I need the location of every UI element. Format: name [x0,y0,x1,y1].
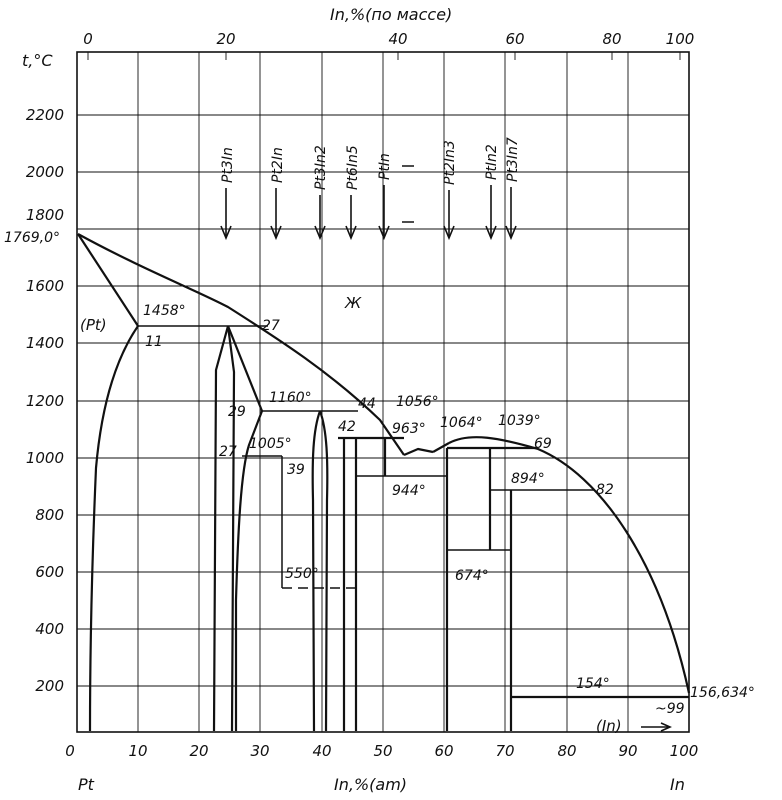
y-tick-label: 2200 [26,106,64,124]
temperature-label: 674° [455,568,489,584]
bottom-tick-label: 10 [128,742,147,760]
top-tick-label: 20 [216,30,235,48]
bottom-tick-label: 30 [250,742,269,760]
temperature-label: 550° [285,566,319,582]
pt-solid-solution [77,233,139,732]
bottom-tick-label: 80 [557,742,576,760]
left-element-label: Pt [78,775,95,794]
bottom-axis-title: In,%(am) [334,775,407,794]
top-axis-title: In,%(по массе) [330,5,452,24]
y-tick-label: 1200 [26,392,64,410]
temperature-label: 1005° [249,436,292,452]
temperature-label: 894° [511,471,545,487]
compound-markers: Pt3In Pt2In Pt3In2 Pt6In5 PtIn Pt2In3 Pt… [220,137,521,241]
composition-label: 11 [145,334,163,350]
compound-label: Pt3In7 [505,137,521,182]
y-tick-label: 800 [35,506,64,524]
y-tick-label: 400 [35,620,64,638]
temperature-label: 1458° [143,303,186,319]
in-arrow-head [660,722,672,732]
bottom-tick-label: 90 [618,742,637,760]
temperature-label: 156,634° [690,685,755,701]
temperature-label: 963° [392,421,426,437]
temperature-label: 1039° [498,413,541,429]
y-axis-title: t,°C [22,51,53,70]
compound-label: Pt3In [220,147,236,183]
bottom-tick-label: 70 [495,742,514,760]
compound-label: Pt2In [270,147,286,183]
bottom-tick-label: 60 [434,742,453,760]
y-tick-label: 2000 [26,163,64,181]
top-tick-label: 100 [666,30,695,48]
composition-label: 44 [358,396,376,412]
liquidus [77,233,691,694]
bottom-tick-label: 100 [670,742,699,760]
liquid-phase-label: Ж [344,294,362,312]
top-tick-label: 40 [388,30,407,48]
y-tick-label: 600 [35,563,64,581]
temperature-label: 154° [576,676,610,692]
compound-label: PtIn [377,153,393,180]
composition-label: 29 [228,404,246,420]
bottom-tick-label: 0 [65,742,75,760]
composition-label: 82 [596,482,614,498]
pt-solid-label: (Pt) [80,316,107,334]
compound-label: Pt2In3 [442,140,458,185]
top-tick-label: 80 [602,30,621,48]
composition-label: 27 [219,444,237,460]
y-tick-label: 1800 [26,206,64,224]
bottom-tick-label: 20 [189,742,208,760]
temperature-label: 1056° [396,394,439,410]
composition-label: ~99 [655,701,685,717]
top-tick-label: 0 [83,30,93,48]
phase-boundaries [138,325,689,732]
composition-label: 69 [534,436,552,452]
y-tick-label: 1400 [26,334,64,352]
in-solid-label: (In) [596,717,622,735]
vertical-grid [137,52,629,732]
temperature-label: 1769,0° [4,230,60,246]
composition-label: 42 [338,419,356,435]
top-tick-label: 60 [505,30,524,48]
right-element-label: In [670,775,685,794]
y-tick-label: 1000 [26,449,64,467]
compound-label: PtIn2 [484,144,500,180]
annotations: 1769,0° 1458° 27 11 1160° 44 1056° 29 42… [4,230,755,717]
compound-label: Pt3In2 [313,145,329,190]
composition-label: 27 [262,318,280,334]
bottom-tick-label: 40 [312,742,331,760]
temperature-label: 944° [392,483,426,499]
y-tick-label: 200 [35,677,64,695]
compound-label: Pt6In5 [345,145,361,190]
temperature-label: 1160° [269,390,312,406]
top-tick-marks [87,52,681,60]
bottom-tick-label: 50 [373,742,392,760]
composition-label: 39 [287,462,305,478]
temperature-label: 1064° [440,415,483,431]
y-tick-label: 1600 [26,277,64,295]
